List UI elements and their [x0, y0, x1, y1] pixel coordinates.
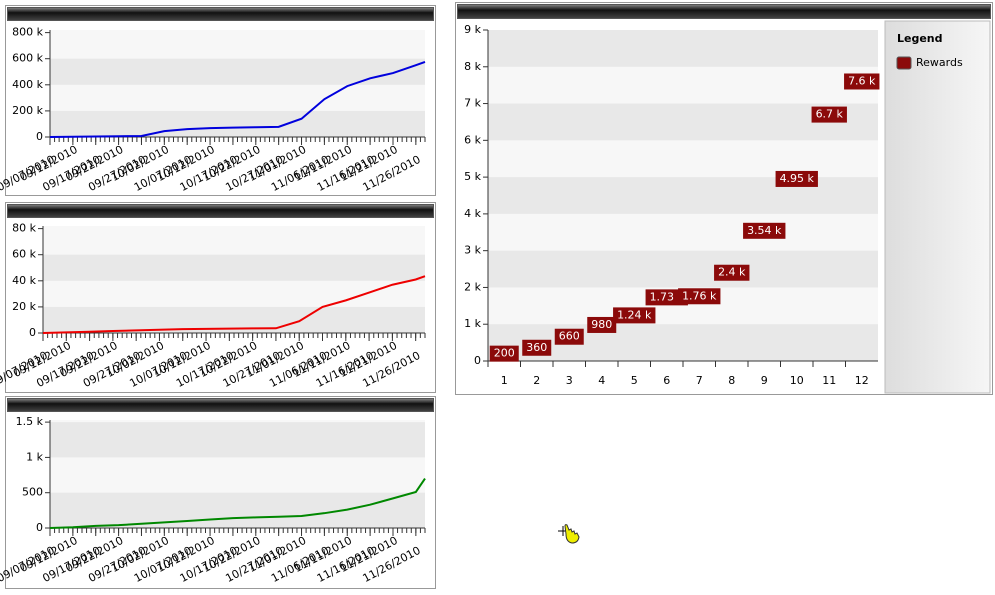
panel-header[interactable]: [7, 7, 434, 21]
panel-header[interactable]: [7, 204, 434, 218]
value-label-box: [811, 106, 847, 123]
x-tick-label: 1: [501, 374, 508, 387]
value-label: 1.76 k: [682, 289, 717, 302]
y-tick-label: 9 k: [464, 23, 481, 36]
value-label-box: [714, 264, 750, 281]
x-tick-label: 4: [598, 374, 605, 387]
y-tick-label: 800 k: [12, 26, 43, 39]
value-label: 4.95 k: [780, 172, 815, 185]
y-tick-label: 0: [36, 521, 43, 534]
value-label: 7.6 k: [848, 74, 876, 87]
y-tick-label: 200 k: [12, 104, 43, 117]
y-tick-label: 500: [22, 486, 43, 499]
series-line: [42, 275, 426, 334]
value-label-box: [844, 73, 880, 90]
y-tick-label: 0: [474, 354, 481, 367]
x-tick-label: 5: [631, 374, 638, 387]
value-label: 1.73 k: [650, 290, 685, 303]
legend-title: Legend: [897, 32, 943, 45]
value-label-box: [678, 288, 721, 305]
x-tick-label: 7: [696, 374, 703, 387]
y-tick-label: 5 k: [464, 170, 481, 183]
y-tick-label: 40 k: [12, 274, 36, 287]
value-label: 660: [559, 330, 580, 343]
value-label-box: [743, 222, 786, 239]
grid-band: [50, 110, 425, 137]
value-label-box: [775, 170, 818, 187]
x-tick-label: 9: [761, 374, 768, 387]
legend-label: Rewards: [916, 56, 963, 69]
panel-header[interactable]: [457, 4, 991, 19]
y-tick-label: 400 k: [12, 78, 43, 91]
x-tick-label: 11: [822, 374, 836, 387]
value-label-box: [489, 345, 519, 362]
x-tick-label: 10: [790, 374, 804, 387]
value-label: 980: [591, 318, 612, 331]
grid-band: [488, 30, 878, 67]
y-tick-label: 0: [29, 326, 36, 339]
series-line: [49, 478, 426, 529]
grid-band: [488, 177, 878, 214]
y-tick-label: 1.5 k: [16, 415, 44, 428]
value-label: 6.7 k: [816, 108, 844, 121]
value-label: 200: [494, 347, 515, 360]
value-label: 3.54 k: [747, 224, 782, 237]
value-label-box: [522, 339, 552, 356]
y-tick-label: 4 k: [464, 207, 481, 220]
x-tick-label: 6: [663, 374, 670, 387]
grid-band: [50, 58, 425, 85]
grid-band: [488, 324, 878, 361]
y-tick-label: 80 k: [12, 222, 36, 235]
y-tick-label: 3 k: [464, 244, 481, 257]
value-label-box: [645, 289, 688, 306]
panel-header[interactable]: [7, 398, 434, 412]
value-label-box: [613, 307, 656, 324]
value-label: 360: [526, 341, 547, 354]
y-tick-label: 600 k: [12, 52, 43, 65]
value-label: 1.24 k: [617, 308, 652, 321]
y-tick-label: 8 k: [464, 60, 481, 73]
y-tick-label: 0: [36, 130, 43, 143]
x-tick-label: 3: [566, 374, 573, 387]
grid-band: [50, 492, 425, 528]
x-tick-label: 8: [728, 374, 735, 387]
x-tick-label: 2: [533, 374, 540, 387]
y-tick-label: 7 k: [464, 97, 481, 110]
y-tick-label: 1 k: [464, 317, 481, 330]
x-tick-label: 12: [855, 374, 869, 387]
grid-band: [488, 250, 878, 288]
y-tick-label: 60 k: [12, 248, 36, 261]
grid-band: [43, 254, 425, 281]
legend-swatch: [896, 56, 912, 70]
y-tick-label: 1 k: [26, 450, 43, 463]
legend-box: [884, 20, 991, 394]
value-label-box: [587, 316, 617, 333]
y-tick-label: 20 k: [12, 300, 36, 313]
value-label-box: [554, 328, 584, 345]
grid-band: [50, 422, 425, 458]
y-tick-label: 2 k: [464, 280, 481, 293]
series-line: [49, 61, 426, 138]
hand-cursor: [564, 524, 580, 544]
y-tick-label: 6 k: [464, 133, 481, 146]
value-label: 2.4 k: [718, 266, 746, 279]
